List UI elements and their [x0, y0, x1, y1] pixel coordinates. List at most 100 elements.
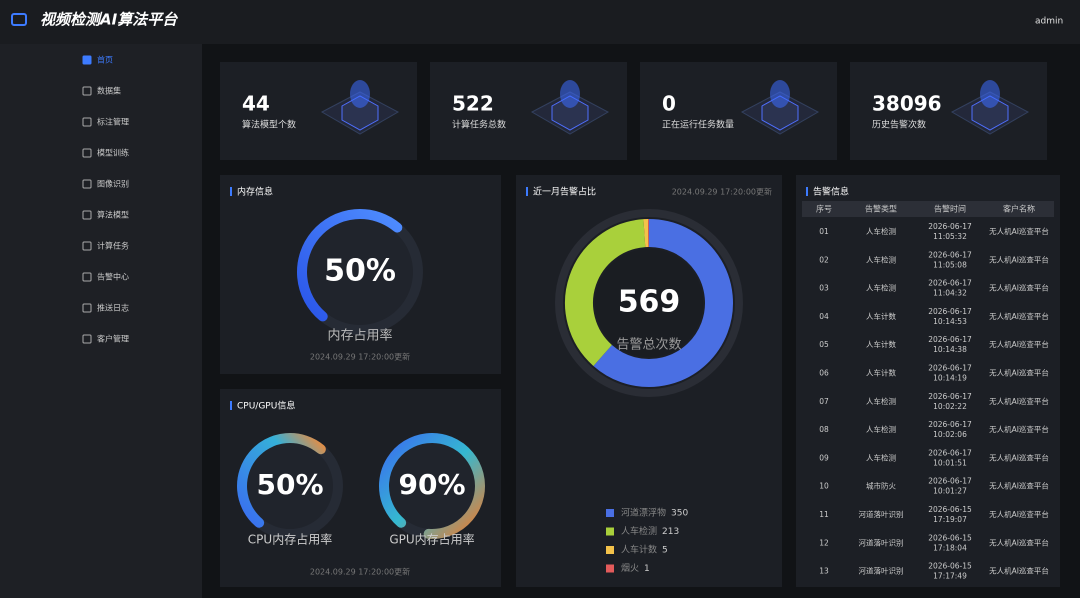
- legend-swatch: [606, 527, 614, 536]
- table-cell: 11: [819, 510, 829, 519]
- menu-icon: [82, 334, 92, 344]
- menu-item[interactable]: 图像识别: [97, 179, 129, 189]
- menu-icon: [82, 148, 92, 158]
- table-cell: 10:01:51: [933, 458, 967, 467]
- table-cell: 2026-06-15: [928, 562, 972, 571]
- table-cell: 无人机AI巡查平台: [989, 396, 1049, 406]
- title-marker: [806, 187, 808, 196]
- table-cell: 无人机AI巡查平台: [989, 424, 1049, 434]
- table-cell: 04: [819, 312, 829, 321]
- table-cell: 无人机AI巡查平台: [989, 566, 1049, 576]
- column-header: 客户名称: [1003, 204, 1035, 214]
- table-cell: 人车检测: [866, 452, 896, 462]
- stat-label: 算法模型个数: [242, 119, 296, 131]
- table-cell: 2026-06-17: [928, 335, 972, 344]
- update-time: 2024.09.29 17:20:00更新: [310, 352, 410, 362]
- menu-item[interactable]: 告警中心: [97, 272, 129, 282]
- menu-icon: [82, 210, 92, 220]
- table-cell: 人车检测: [866, 396, 896, 406]
- table-cell: 03: [819, 284, 829, 293]
- table-cell: 无人机AI巡查平台: [989, 537, 1049, 547]
- stat-value: 522: [452, 92, 494, 116]
- app-title: 视频检测AI算法平台: [40, 11, 178, 29]
- table-cell: 无人机AI巡查平台: [989, 226, 1049, 236]
- table-cell: 12: [819, 538, 829, 547]
- illustration: [560, 80, 580, 108]
- table-cell: 10:14:38: [933, 345, 967, 354]
- gauge-arc: [297, 209, 403, 322]
- table-cell: 13: [819, 567, 829, 576]
- menu-icon: [82, 117, 92, 127]
- donut-total: 569: [618, 285, 681, 320]
- menu-item[interactable]: 客户管理: [97, 334, 129, 344]
- table-cell: 02: [819, 255, 829, 264]
- card-title: 近一月告警占比: [533, 186, 596, 198]
- menu-item[interactable]: 推送日志: [97, 303, 129, 313]
- legend-swatch: [606, 546, 614, 554]
- table-cell: 无人机AI巡查平台: [989, 509, 1049, 519]
- table-cell: 河道落叶识别: [859, 566, 904, 576]
- card-title: 告警信息: [813, 186, 849, 198]
- legend-name: 河道漂浮物: [621, 507, 666, 519]
- table-cell: 无人机AI巡查平台: [989, 311, 1049, 321]
- gauge-arc: [237, 433, 326, 528]
- table-cell: 2026-06-17: [928, 250, 972, 259]
- table-cell: 2026-06-17: [928, 448, 972, 457]
- table-cell: 2026-06-17: [928, 477, 972, 486]
- legend-value: 5: [662, 546, 668, 556]
- table-header: [802, 201, 1054, 217]
- header: [0, 0, 1080, 44]
- donut-segment: [593, 219, 733, 387]
- column-header: 序号: [816, 204, 832, 214]
- illustration: [980, 80, 1000, 108]
- legend-swatch: [606, 509, 614, 517]
- table-cell: 10:14:19: [933, 374, 967, 383]
- table-cell: 2026-06-17: [928, 222, 972, 231]
- title-marker: [526, 187, 528, 196]
- table-cell: 05: [819, 340, 829, 349]
- gauge-value: 90%: [398, 468, 465, 501]
- legend-name: 人车检测: [621, 525, 657, 537]
- gauge-caption: 内存占用率: [327, 328, 392, 344]
- table-cell: 10:01:27: [933, 487, 967, 496]
- legend-value: 1: [644, 564, 650, 574]
- title-marker: [230, 401, 232, 410]
- menu-icon: [82, 86, 92, 96]
- menu-item[interactable]: 计算任务: [97, 241, 129, 251]
- table-cell: 2026-06-17: [928, 364, 972, 373]
- table-cell: 11:04:32: [933, 289, 967, 298]
- gauge-value: 50%: [324, 254, 396, 289]
- table-cell: 人车计数: [866, 368, 896, 378]
- menu-item[interactable]: 首页: [97, 55, 113, 65]
- table-cell: 河道落叶识别: [859, 537, 904, 547]
- table-cell: 01: [819, 227, 829, 236]
- table-cell: 10:02:22: [933, 402, 967, 411]
- table-cell: 2026-06-17: [928, 307, 972, 316]
- stat-value: 44: [242, 92, 270, 116]
- menu-item[interactable]: 数据集: [97, 86, 121, 96]
- user-name[interactable]: admin: [1035, 17, 1063, 27]
- table-cell: 06: [819, 369, 829, 378]
- donut-center: [595, 249, 703, 357]
- stat-label: 历史告警次数: [872, 119, 926, 131]
- table-cell: 2026-06-17: [928, 420, 972, 429]
- menu-item[interactable]: 标注管理: [97, 117, 129, 127]
- table-cell: 11:05:08: [933, 260, 967, 269]
- table-cell: 2026-06-17: [928, 392, 972, 401]
- gauge-caption: GPU内存占用率: [389, 532, 474, 547]
- menu-item[interactable]: 模型训练: [97, 148, 129, 158]
- logo: [11, 13, 27, 26]
- table-cell: 无人机AI巡查平台: [989, 254, 1049, 264]
- card: [796, 175, 1060, 587]
- table-cell: 无人机AI巡查平台: [989, 368, 1049, 378]
- table-cell: 无人机AI巡查平台: [989, 452, 1049, 462]
- update-time: 2024.09.29 17:20:00更新: [310, 567, 410, 577]
- table-cell: 2026-06-15: [928, 533, 972, 542]
- menu-icon: [82, 241, 92, 251]
- column-header: 告警类型: [865, 204, 897, 214]
- card-title: 内存信息: [237, 186, 273, 198]
- table-cell: 10: [819, 482, 829, 491]
- legend-value: 350: [671, 509, 688, 519]
- table-cell: 河道落叶识别: [859, 509, 904, 519]
- menu-item[interactable]: 算法模型: [97, 210, 129, 220]
